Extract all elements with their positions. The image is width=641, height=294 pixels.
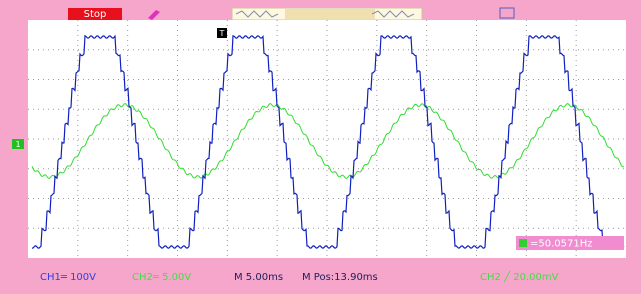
frequency-icon [519, 239, 527, 247]
frequency: =50.0571Hz [530, 239, 593, 250]
ch1-scale: CH1═ 100V [40, 272, 96, 283]
page: Stop T 1 =50.0571Hz CH1═ 100V CH2═ 5.00V… [0, 0, 641, 290]
oscilloscope: Stop T 1 =50.0571Hz CH1═ 100V CH2═ 5.00V… [0, 0, 641, 290]
trigger-level: CH2 ╱ 20.00mV [480, 270, 559, 283]
memory-window [285, 9, 375, 19]
status: Stop [84, 9, 107, 20]
timebase: M 5.00ms [234, 272, 283, 283]
ch2-scale: CH2═ 5.00V [132, 272, 191, 283]
channel-marker: 1 [15, 140, 20, 149]
trigger-marker: T [219, 29, 225, 38]
position: M Pos:13.90ms [302, 272, 378, 283]
